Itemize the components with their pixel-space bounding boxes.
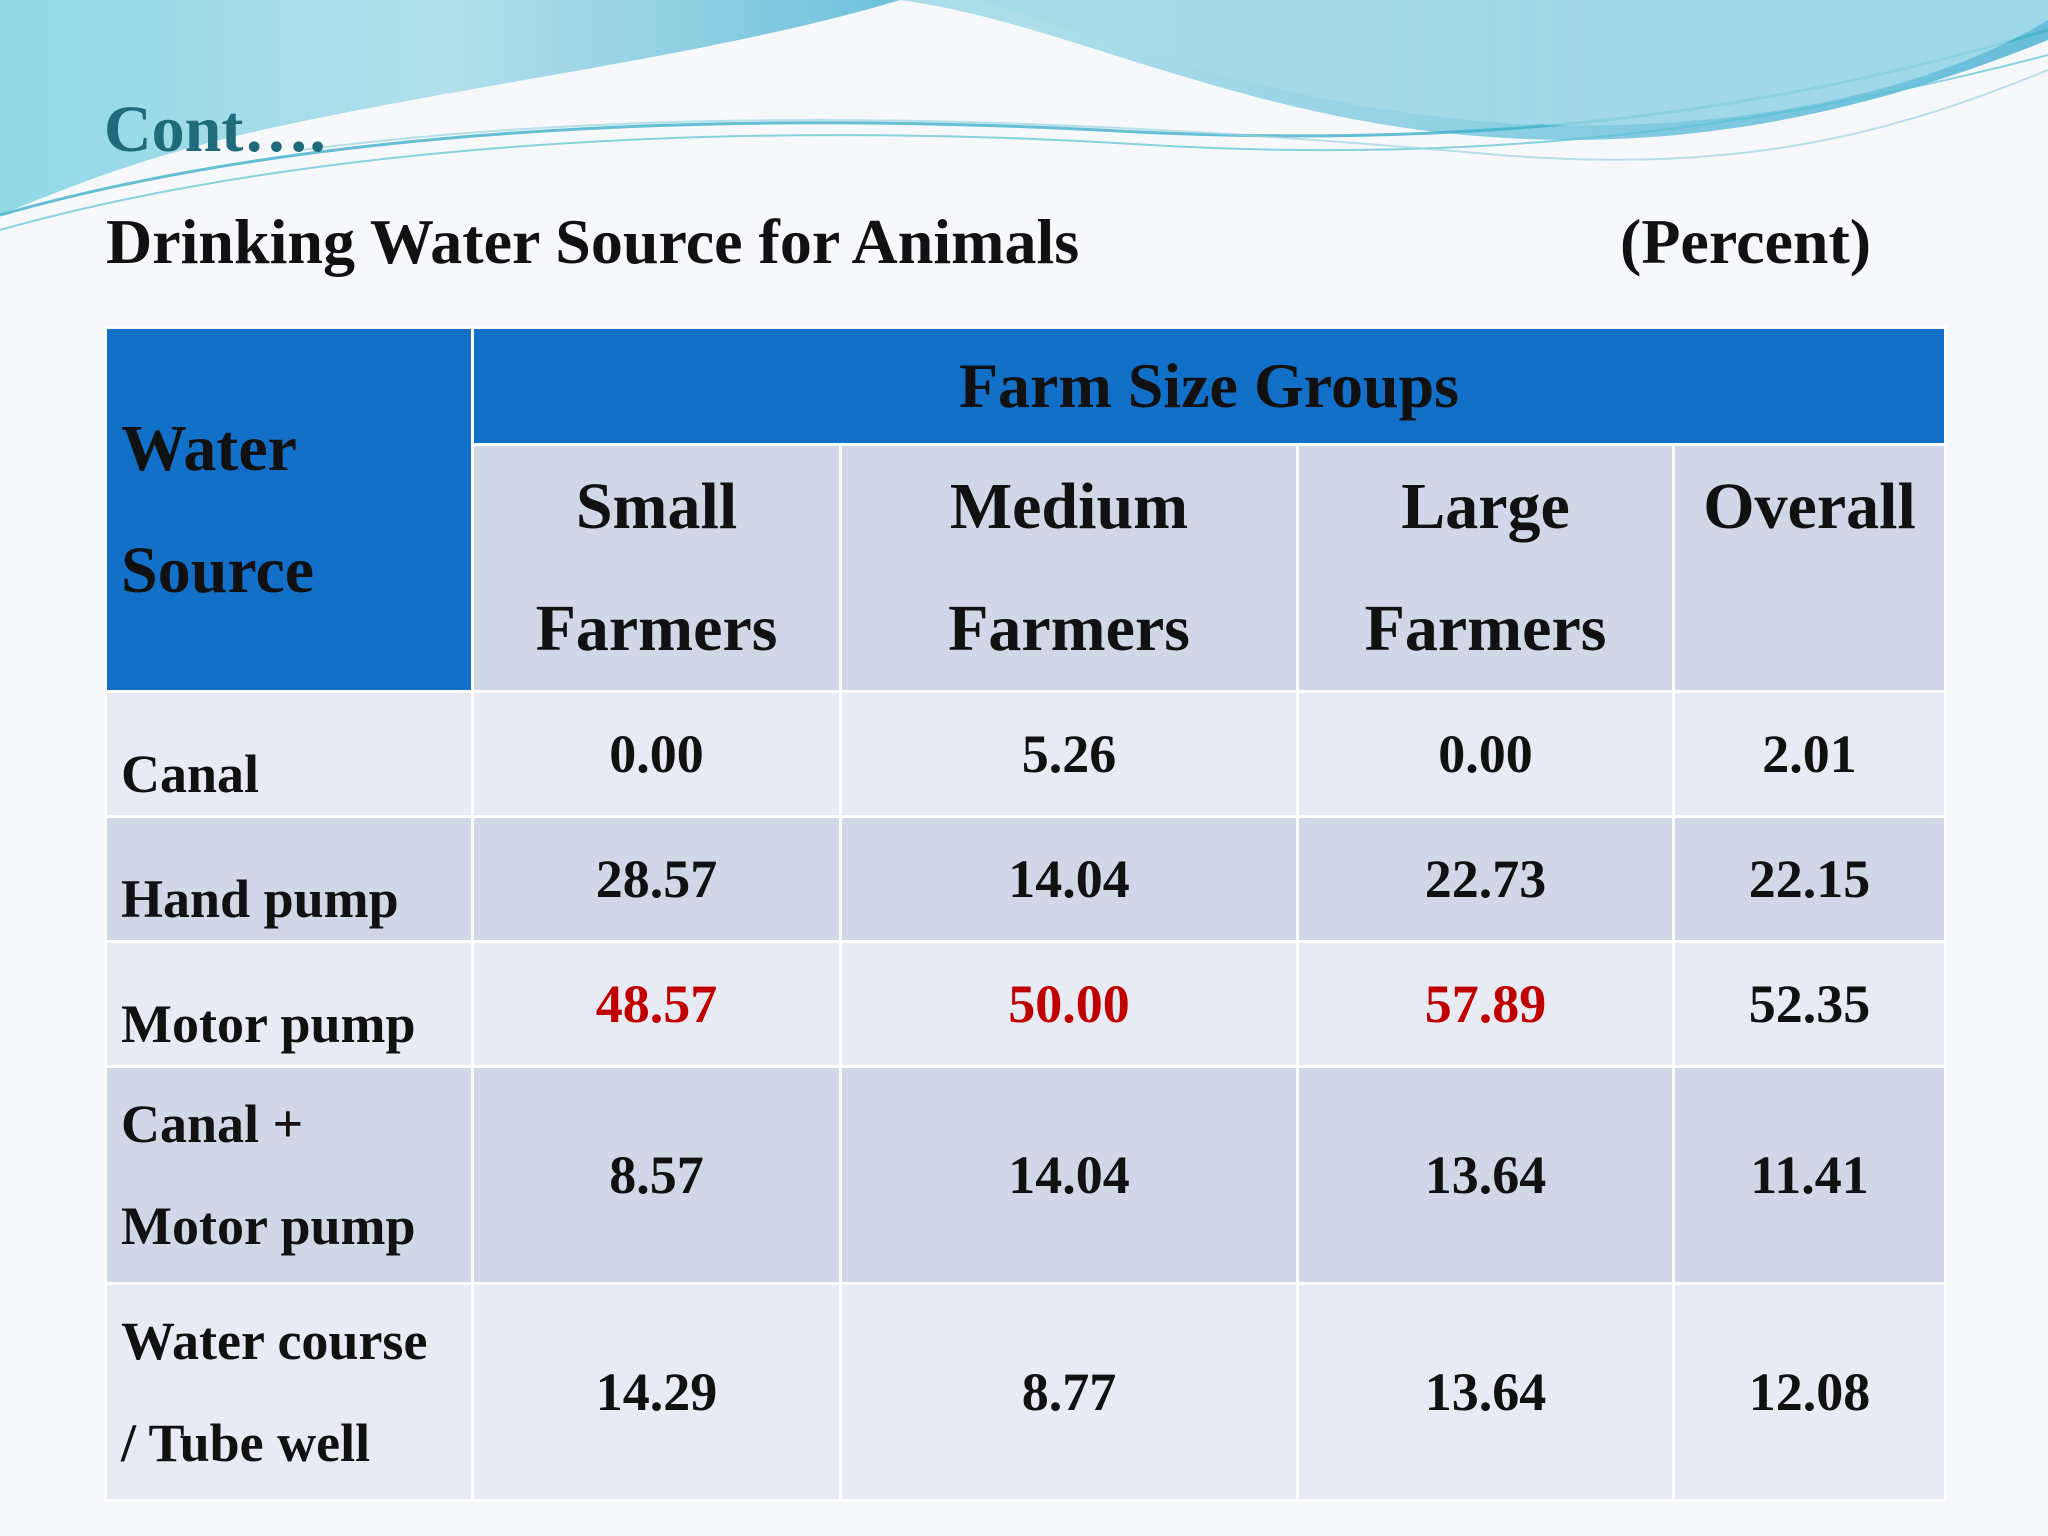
unit-label: (Percent) [1620, 206, 1872, 277]
corner-header-cell: Water Source [104, 326, 474, 693]
slide-title: Cont…. [104, 93, 326, 166]
table-cell: 22.73 [1296, 815, 1675, 943]
table-cell-highlighted: 50.00 [839, 940, 1299, 1068]
table-caption: Drinking Water Source for Animals [106, 206, 1080, 277]
table-row: Canal 0.00 5.26 0.00 2.01 [104, 690, 1947, 818]
header-row-columns: Small Farmers Medium Farmers Large Farme… [106, 443, 1947, 693]
row-label-line: Motor pump [121, 1196, 416, 1256]
table-cell: 22.15 [1672, 815, 1947, 943]
table-row: Canal + Motor pump 8.57 14.04 13.64 11.4… [104, 1065, 1947, 1285]
table-cell: 14.04 [839, 815, 1299, 943]
corner-header-line: Source [121, 533, 315, 607]
row-label-line: Canal + [121, 1094, 304, 1154]
column-header-line: Farmers [1364, 592, 1607, 665]
column-header-small: Small Farmers [471, 443, 842, 693]
row-label: Water course / Tube well [104, 1282, 474, 1502]
column-header-line: Farmers [535, 592, 778, 665]
table-cell: 5.26 [839, 690, 1299, 818]
group-header-cell: Farm Size Groups [471, 326, 1947, 446]
water-source-table: Water Source Farm Size Groups Small Farm… [104, 326, 1947, 1502]
table-cell: 0.00 [1296, 690, 1675, 818]
table-row: Hand pump 28.57 14.04 22.73 22.15 [104, 815, 1947, 943]
table-cell: 8.57 [471, 1065, 842, 1285]
table-cell: 0.00 [471, 690, 842, 818]
table-cell: 14.04 [839, 1065, 1299, 1285]
table-row: Water course / Tube well 14.29 8.77 13.6… [104, 1282, 1947, 1502]
row-label: Hand pump [104, 815, 474, 943]
column-header-line: Overall [1703, 470, 1916, 543]
table-cell: 28.57 [471, 815, 842, 943]
corner-header-line: Water [121, 411, 297, 485]
column-header-line: Medium [949, 470, 1189, 543]
row-label-line: Water course [121, 1311, 428, 1371]
table-cell: 12.08 [1672, 1282, 1947, 1502]
table-cell-highlighted: 57.89 [1296, 940, 1675, 1068]
row-label: Canal + Motor pump [104, 1065, 474, 1285]
row-label: Motor pump [104, 940, 474, 1068]
row-label-line: / Tube well [121, 1413, 371, 1473]
column-header-medium: Medium Farmers [839, 443, 1299, 693]
table-cell: 8.77 [839, 1282, 1299, 1502]
table-cell: 11.41 [1672, 1065, 1947, 1285]
row-label: Canal [104, 690, 474, 818]
column-header-line: Farmers [948, 592, 1190, 665]
table-cell: 52.35 [1672, 940, 1947, 1068]
column-header-line: Small [575, 470, 738, 543]
table-cell-highlighted: 48.57 [471, 940, 842, 1068]
header-row-group: Water Source Farm Size Groups [104, 326, 1947, 693]
column-header-line: Large [1401, 470, 1570, 543]
table-cell: 14.29 [471, 1282, 842, 1502]
table-row: Motor pump 48.57 50.00 57.89 52.35 [104, 940, 1947, 1068]
table-cell: 13.64 [1296, 1065, 1675, 1285]
table-cell: 13.64 [1296, 1282, 1675, 1502]
column-header-overall: Overall [1672, 443, 1947, 693]
table-cell: 2.01 [1672, 690, 1947, 818]
column-header-large: Large Farmers [1296, 443, 1675, 693]
